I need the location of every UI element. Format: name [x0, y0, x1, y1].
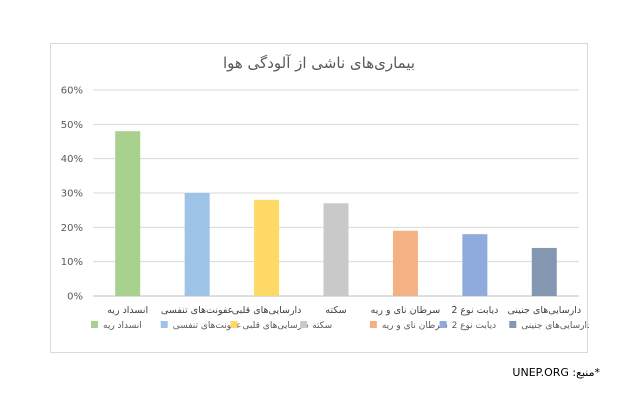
- category-label: انسداد ریه: [107, 305, 148, 316]
- category-label: سرطان نای و ریه: [371, 305, 441, 316]
- bar: [184, 193, 210, 296]
- category-label: عفونت‌های تنفسی: [161, 305, 233, 316]
- y-tick-label: 40%: [61, 154, 83, 165]
- legend-label: سکته: [312, 321, 332, 331]
- legend: انسداد ریه عفونت‌های تنفسی دارسایی‌های قلب…: [91, 321, 589, 331]
- bar: [254, 199, 280, 296]
- y-tick-label: 10%: [61, 257, 83, 268]
- bars: [115, 131, 557, 296]
- chart-title: بیماری‌های ناشی از آلودگی هوا: [222, 54, 416, 72]
- category-label: دارسایی‌های قلبی: [232, 305, 302, 316]
- y-tick-label: 60%: [61, 86, 83, 97]
- legend-label: دارسایی‌های قلبی: [242, 321, 308, 331]
- category-label: دارسایی‌های جنینی: [507, 305, 581, 316]
- legend-label: عفونت‌های تنفسی: [173, 321, 242, 331]
- legend-swatch: [160, 321, 168, 328]
- legend-label: دارسایی‌های جنینی: [521, 321, 589, 331]
- legend-swatch: [230, 321, 238, 328]
- plot-area: 0% 10% 20% 30% 40% 50% 60% انسداد ریه عفونت‌های…: [61, 86, 589, 332]
- legend-swatch: [439, 321, 447, 328]
- y-tick-label: 50%: [61, 120, 83, 131]
- y-tick-label: 0%: [67, 292, 83, 303]
- bar: [462, 234, 488, 296]
- legend-label: سرطان نای و ریه: [382, 321, 448, 331]
- chart-frame: بیماری‌های ناشی از آلودگی هوا 0% 10% 20% 30…: [50, 43, 589, 353]
- legend-label: دیابت نوع 2: [452, 321, 497, 331]
- category-label: سکته: [325, 305, 346, 316]
- y-axis-ticks: 0% 10% 20% 30% 40% 50% 60%: [61, 86, 83, 303]
- bar: [531, 247, 557, 296]
- legend-swatch: [91, 321, 98, 328]
- bar: [323, 203, 349, 296]
- bar: [392, 230, 418, 296]
- legend-swatch: [369, 321, 377, 328]
- y-tick-label: 20%: [61, 223, 83, 234]
- bar: [115, 131, 141, 296]
- legend-swatch: [300, 321, 308, 328]
- legend-label: انسداد ریه: [103, 321, 142, 331]
- source-note: *منبع: UNEP.ORG: [512, 366, 600, 379]
- category-label: دیابت نوع 2: [451, 305, 498, 316]
- legend-swatch: [509, 321, 517, 328]
- y-tick-label: 30%: [61, 189, 83, 200]
